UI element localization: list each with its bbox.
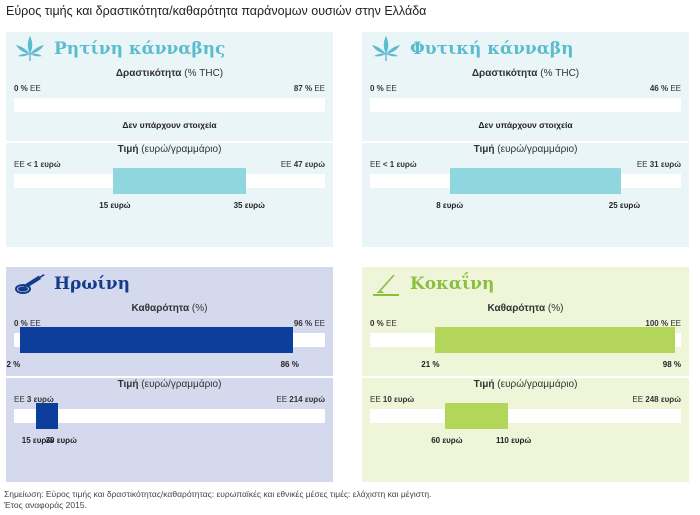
cannabis-leaf-icon <box>14 34 46 62</box>
potency-eu-max: 87 % ΕΕ <box>293 84 325 93</box>
price-range-bar <box>445 403 508 429</box>
potency-eu-min: 0 % ΕΕ <box>370 319 397 328</box>
price-range-bar <box>113 168 246 194</box>
price-track: 8 ευρώ 25 ευρώ <box>370 168 681 210</box>
potency-section: Καθαρότητα (%) 0 % ΕΕ 96 % ΕΕ 2 % 86 % <box>6 303 333 375</box>
potency-title: Καθαρότητα (%) <box>487 303 564 314</box>
potency-eu-max: 100 % ΕΕ <box>645 319 681 328</box>
potency-eu-max: 96 % ΕΕ <box>293 319 325 328</box>
panel-title: Ρητίνη κάνναβης <box>54 39 226 59</box>
potency-track <box>370 98 681 112</box>
price-range-max-label: 30 ευρώ <box>45 436 77 445</box>
potency-title: Δραστικότητα (% THC) <box>115 68 224 79</box>
potency-eu-min: 0 % ΕΕ <box>14 319 41 328</box>
potency-title: Καθαρότητα (%) <box>131 303 208 314</box>
potency-range-max-label: 86 % <box>280 360 299 369</box>
panel-header: Ρητίνη κάνναβης <box>6 32 333 62</box>
figure-title: Εύρος τιμής και δραστικότητα/καθαρότητα … <box>6 4 427 18</box>
powder-line-icon <box>370 269 402 297</box>
panel-header: Φυτική κάνναβη <box>362 32 689 62</box>
potency-section: Δραστικότητα (% THC) 0 % ΕΕ 87 % ΕΕ Δεν … <box>6 68 333 140</box>
price-eu-max: ΕΕ 47 ευρώ <box>280 160 325 169</box>
price-eu-max: ΕΕ 214 ευρώ <box>276 395 325 404</box>
potency-range-min-label: 2 % <box>6 360 21 369</box>
cannabis-leaf-icon <box>370 34 402 62</box>
price-section: Τιμή (ευρώ/γραμμάριο) ΕΕ < 1 ευρώ ΕΕ 31 … <box>362 144 689 247</box>
panel-title: Κοκαΐνη <box>410 274 495 294</box>
price-eu-min: ΕΕ < 1 ευρώ <box>370 160 417 169</box>
potency-track <box>14 98 325 112</box>
price-title: Τιμή (ευρώ/γραμμάριο) <box>117 379 222 390</box>
price-title: Τιμή (ευρώ/γραμμάριο) <box>473 379 578 390</box>
panel-cocaine: Κοκαΐνη Καθαρότητα (%) 0 % ΕΕ 100 % ΕΕ 2… <box>362 267 689 482</box>
potency-eu-max: 46 % ΕΕ <box>649 84 681 93</box>
price-range-min-label: 15 ευρώ <box>99 201 131 210</box>
price-range-bar <box>35 403 58 429</box>
price-range-max-label: 110 ευρώ <box>495 436 532 445</box>
section-divider <box>362 376 689 378</box>
price-range-min-label: 8 ευρώ <box>436 201 464 210</box>
no-data-label: Δεν υπάρχουν στοιχεία <box>478 120 573 130</box>
price-eu-max: ΕΕ 31 ευρώ <box>636 160 681 169</box>
footnote-line-1: Σημείωση: Εύρος τιμής και δραστικότητας/… <box>4 489 432 499</box>
panel-title: Ηρωίνη <box>54 274 130 294</box>
no-data-label: Δεν υπάρχουν στοιχεία <box>122 120 217 130</box>
potency-section: Δραστικότητα (% THC) 0 % ΕΕ 46 % ΕΕ Δεν … <box>362 68 689 140</box>
price-section: Τιμή (ευρώ/γραμμάριο) ΕΕ 10 ευρώ ΕΕ 248 … <box>362 379 689 482</box>
price-range-max-label: 25 ευρώ <box>608 201 641 210</box>
potency-eu-min: 0 % ΕΕ <box>14 84 41 93</box>
panel-header: Ηρωίνη <box>6 267 333 297</box>
price-track: 15 ευρώ 30 ευρώ <box>14 403 325 445</box>
potency-track: 21 % 98 % <box>370 327 681 369</box>
potency-section: Καθαρότητα (%) 0 % ΕΕ 100 % ΕΕ 21 % 98 % <box>362 303 689 375</box>
section-divider <box>6 376 333 378</box>
price-range-min-label: 15 ευρώ <box>21 436 54 445</box>
price-range-bar <box>450 168 621 194</box>
potency-title: Δραστικότητα (% THC) <box>471 68 580 79</box>
panel-heroin: Ηρωίνη Καθαρότητα (%) 0 % ΕΕ 96 % ΕΕ 2 %… <box>6 267 333 482</box>
potency-range-max-label: 98 % <box>662 360 681 369</box>
price-title: Τιμή (ευρώ/γραμμάριο) <box>473 144 578 155</box>
price-eu-min: ΕΕ < 1 ευρώ <box>14 160 61 169</box>
price-range-min-label: 60 ευρώ <box>431 436 463 445</box>
price-eu-max: ΕΕ 248 ευρώ <box>632 395 681 404</box>
price-eu-min: ΕΕ 10 ευρώ <box>370 395 415 404</box>
footnote-line-2: Έτος αναφοράς 2015. <box>4 500 87 510</box>
syringe-icon <box>14 269 46 297</box>
price-section: Τιμή (ευρώ/γραμμάριο) ΕΕ 3 ευρώ ΕΕ 214 ε… <box>6 379 333 482</box>
price-eu-min: ΕΕ 3 ευρώ <box>14 395 54 404</box>
footnote: Σημείωση: Εύρος τιμής και δραστικότητας/… <box>4 489 431 511</box>
panel-herbal: Φυτική κάνναβη Δραστικότητα (% THC) 0 % … <box>362 32 689 247</box>
section-divider <box>6 141 333 143</box>
price-title: Τιμή (ευρώ/γραμμάριο) <box>117 144 222 155</box>
price-range-max-label: 35 ευρώ <box>233 201 265 210</box>
price-track: 60 ευρώ 110 ευρώ <box>370 403 681 445</box>
potency-eu-min: 0 % ΕΕ <box>370 84 397 93</box>
potency-range-bar <box>435 327 675 353</box>
price-track: 15 ευρώ 35 ευρώ <box>14 168 325 210</box>
panel-resin: Ρητίνη κάνναβης Δραστικότητα (% THC) 0 %… <box>6 32 333 247</box>
section-divider <box>362 141 689 143</box>
potency-track: 2 % 86 % <box>6 327 325 369</box>
panel-title: Φυτική κάνναβη <box>410 39 574 59</box>
panel-header: Κοκαΐνη <box>362 267 689 297</box>
potency-range-min-label: 21 % <box>421 360 440 369</box>
potency-range-bar <box>20 327 293 353</box>
price-section: Τιμή (ευρώ/γραμμάριο) ΕΕ < 1 ευρώ ΕΕ 47 … <box>6 144 333 247</box>
